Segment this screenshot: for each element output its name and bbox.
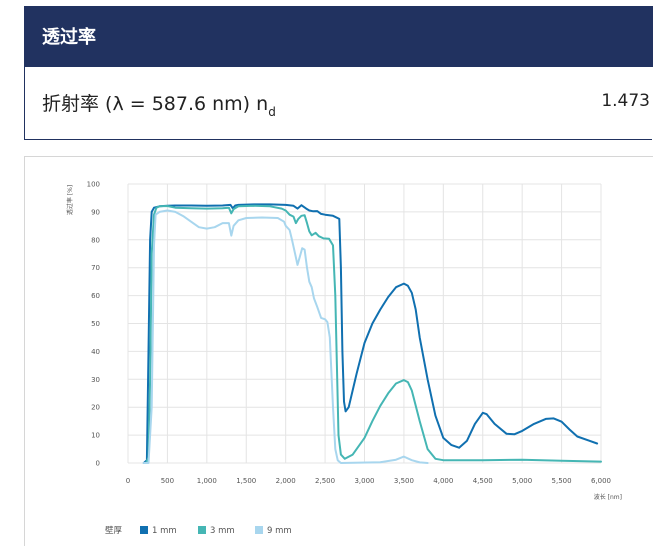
x-axis-title: 波长 [nm] [594,493,622,501]
y-tick-label: 100 [87,181,100,189]
refractive-index-subscript: d [268,105,276,119]
section-header: 透过率 [24,6,653,67]
y-tick-label: 70 [91,264,100,272]
x-tick-label: 1,000 [197,477,217,485]
y-tick-label: 30 [91,376,100,384]
legend: 壁厚 1 mm 3 mm 9 mm [105,525,292,536]
x-tick-label: 2,500 [315,477,335,485]
legend-label-3: 9 mm [267,526,292,536]
x-tick-label: 3,500 [394,477,414,485]
refractive-index-value: 1.473 [601,91,650,111]
legend-label-1: 1 mm [152,526,177,536]
series-lines [142,203,602,464]
y-tick-label: 80 [91,236,100,244]
legend-label-2: 3 mm [210,526,235,536]
y-axis-title: 透过率 [%] [66,185,74,215]
series-line-1 [142,203,599,464]
refractive-index-row: 折射率 (λ = 587.6 nm) nd 1.473 [24,67,652,140]
tick-labels: 0 500 1,000 1,500 2,000 2,500 3,000 3,500 4,000 4… [87,181,611,486]
section-title: 透过率 [42,27,96,48]
refractive-index-label: 折射率 (λ = 587.6 nm) nd [42,89,276,119]
legend-title: 壁厚 [105,525,123,536]
x-tick-label: 4,000 [433,477,453,485]
x-tick-label: 1,500 [236,477,256,485]
x-tick-label: 5,500 [552,477,572,485]
x-tick-label: 4,500 [473,477,493,485]
series-line-2 [145,204,602,464]
x-tick-label: 500 [161,477,174,485]
x-tick-label: 5,000 [512,477,532,485]
legend-swatch-2 [198,526,206,534]
refractive-index-label-text: 折射率 (λ = 587.6 nm) n [42,93,269,115]
legend-swatch-3 [255,526,263,534]
y-tick-label: 10 [91,432,100,440]
y-tick-label: 60 [91,292,100,300]
series-line-3 [142,209,429,464]
legend-swatch-1 [140,526,148,534]
x-tick-label: 2,000 [276,477,296,485]
transmittance-chart-panel: 0 500 1,000 1,500 2,000 2,500 3,000 3,500 4,000 4… [24,156,653,546]
x-tick-label: 0 [126,477,130,485]
transmittance-chart: 0 500 1,000 1,500 2,000 2,500 3,000 3,500 4,000 4… [66,181,622,537]
x-tick-label: 6,000 [591,477,611,485]
grid [127,183,602,464]
y-tick-label: 40 [91,348,100,356]
y-tick-label: 0 [96,460,100,468]
x-tick-label: 3,000 [354,477,374,485]
y-tick-label: 50 [91,320,100,328]
y-tick-label: 90 [91,208,100,216]
y-tick-label: 20 [91,404,100,412]
